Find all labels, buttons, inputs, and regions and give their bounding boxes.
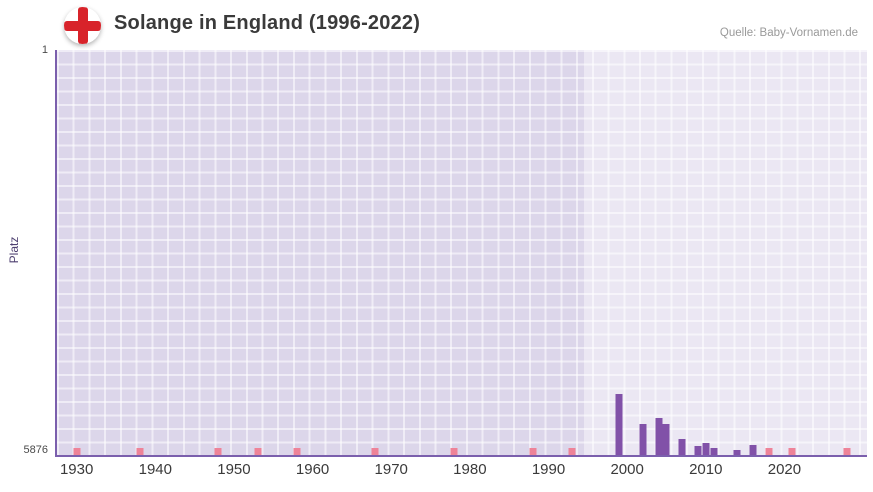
unranked-marker-2018 [765, 448, 773, 455]
x-tick-1980: 1980 [453, 461, 487, 478]
unranked-marker-1938 [136, 448, 144, 455]
x-tick-1950: 1950 [217, 461, 251, 478]
unranked-marker-1988 [529, 448, 537, 455]
grid-overlay [57, 50, 867, 455]
x-tick-1970: 1970 [374, 461, 408, 478]
bar-1999 [615, 393, 623, 455]
y-tick-top: 1 [41, 44, 48, 56]
x-tick-2010: 2010 [689, 461, 723, 478]
unranked-marker-1930 [73, 448, 81, 455]
source-credit: Quelle: Baby-Vornamen.de [719, 27, 858, 39]
bar-2004 [655, 418, 663, 455]
unranked-marker-1953 [254, 448, 262, 455]
bar-2007 [678, 439, 686, 455]
bar-2002 [639, 424, 647, 455]
unranked-marker-1968 [371, 448, 379, 455]
bar-2009 [694, 445, 702, 455]
unranked-marker-2021 [788, 448, 796, 455]
unranked-marker-2028 [843, 448, 851, 455]
x-tick-1940: 1940 [138, 461, 172, 478]
unranked-marker-1948 [214, 448, 222, 455]
bar-2011 [710, 447, 718, 455]
x-tick-1960: 1960 [295, 461, 330, 478]
bar-2014 [733, 449, 741, 455]
x-tick-labels: 1930 1940 1950 1960 1970 1980 1990 2000 2010 2020 [57, 461, 867, 481]
y-axis-label: Platz [7, 236, 21, 264]
unranked-marker-1958 [293, 448, 301, 455]
unranked-marker-1978 [450, 448, 458, 455]
bar-2016 [749, 444, 757, 455]
y-axis-line [55, 50, 57, 455]
bar-2010 [702, 442, 710, 455]
x-tick-1990: 1990 [531, 461, 566, 478]
page-title: Solange in England (1996-2022) [114, 12, 421, 34]
x-tick-1930: 1930 [59, 461, 94, 478]
unranked-marker-1993 [568, 448, 576, 455]
x-tick-2000: 2000 [610, 461, 644, 478]
flag-cross-horizontal [64, 20, 101, 31]
x-tick-2020: 2020 [767, 461, 802, 478]
bar-2005 [662, 424, 670, 455]
y-tick-bottom: 5876 [23, 444, 48, 456]
england-flag-icon [64, 7, 101, 44]
bars-layer [57, 50, 867, 455]
plot-area [57, 50, 867, 455]
x-axis-line [55, 455, 867, 457]
